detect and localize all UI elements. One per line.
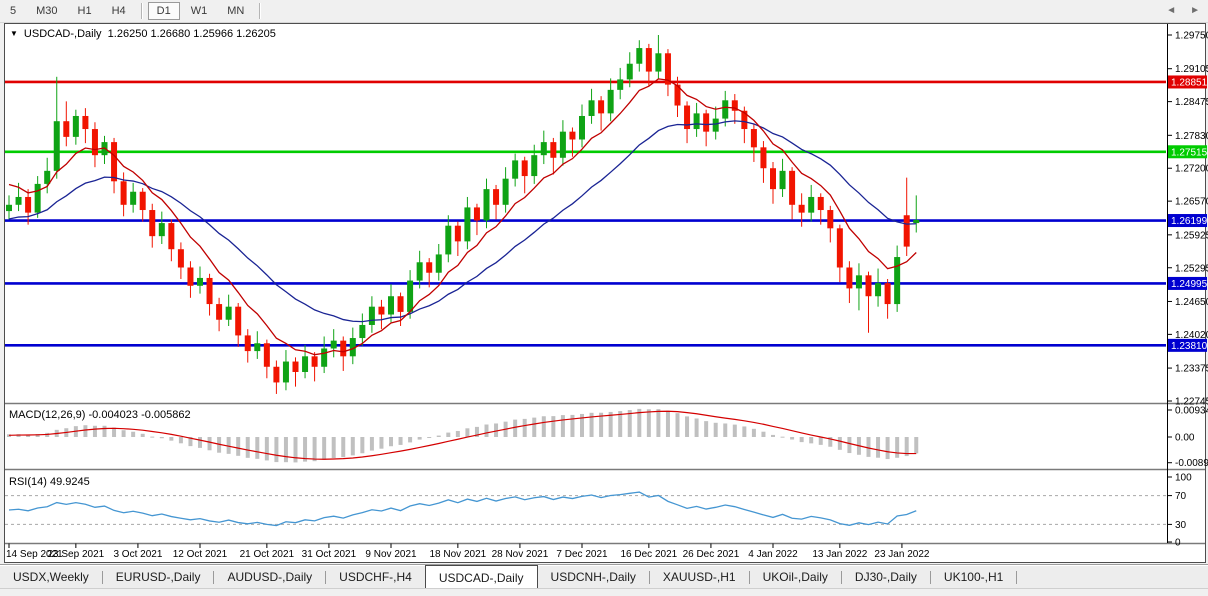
date-axis-label: 31 Oct 2021 [302,549,357,560]
rsi-name: RSI(14) [9,476,47,488]
tab-separator [325,570,327,584]
level-price-badge-text: 1.28851 [1171,77,1208,88]
macd-indicator-label: MACD(12,26,9) -0.004023 -0.005862 [9,409,191,421]
tab-eurusd-daily[interactable]: EURUSD-,Daily [115,570,201,584]
date-axis-label: 3 Oct 2021 [113,549,162,560]
candles-group [6,35,920,394]
window-bottom-strip [0,588,1208,596]
timeframe-button-m30[interactable]: M30 [36,5,58,17]
rsi-line [8,491,917,527]
tab-usdx-weekly[interactable]: USDX,Weekly [13,570,89,584]
level-price-badge-text: 1.24995 [1171,279,1208,290]
ma-slow-line [8,120,917,323]
price-axis-label: 1.26570 [1175,197,1208,208]
toolbar-separator [140,3,142,19]
date-axis-label: 12 Oct 2021 [173,549,228,560]
tab-separator [101,570,103,584]
tab-separator [1016,570,1018,584]
date-axis-label: 14 Sep 2021 [6,549,63,560]
tab-uk100-h1[interactable]: UK100-,H1 [943,570,1004,584]
timeframe-button-w1[interactable]: W1 [190,5,208,17]
date-axis-label: 18 Nov 2021 [429,549,486,560]
tab-usdcnh-daily[interactable]: USDCNH-,Daily [550,570,636,584]
date-axis-label: 28 Nov 2021 [492,549,549,560]
price-axis-label: 1.29750 [1175,31,1208,42]
tab-scroll-right-icon[interactable]: ► [1190,5,1200,16]
date-axis-label: 23 Sep 2021 [47,549,104,560]
level-price-badge-text: 1.26199 [1171,216,1208,227]
macd-name: MACD(12,26,9) [9,409,86,421]
date-axis-label: 16 Dec 2021 [620,549,677,560]
tab-separator [748,570,750,584]
price-axis-label: 1.29105 [1175,64,1208,75]
level-price-badge [1168,276,1207,290]
tab-ukoil-daily[interactable]: UKOil-,Daily [762,570,828,584]
tab-separator [213,570,215,584]
timeframe-button-h1[interactable]: H1 [77,5,92,17]
price-axis-label: 1.25295 [1175,263,1208,274]
ma-fast-line [8,78,917,356]
date-axis-label: 4 Jan 2022 [748,549,798,560]
price-axis-label: 1.27830 [1175,131,1208,142]
rsi-indicator-label: RSI(14) 49.9245 [9,476,90,488]
tab-audusd-daily[interactable]: AUDUSD-,Daily [227,570,313,584]
date-axis-label: 9 Nov 2021 [365,549,417,560]
price-axis-label: 1.25925 [1175,230,1208,241]
macd-axis-label: 0.00 [1175,433,1195,444]
level-price-badge-text: 1.27515 [1171,147,1208,158]
rsi-axis-label: 30 [1175,520,1187,531]
tab-separator [929,570,931,584]
level-price-badge [1168,75,1207,89]
price-axis-label: 1.24650 [1175,297,1208,308]
chart-ohlc-values: 1.26250 1.26680 1.25966 1.26205 [107,28,276,40]
chart-title: ▼ USDCAD-,Daily 1.26250 1.26680 1.25966 1… [10,28,276,40]
price-axis-label: 1.23375 [1175,364,1208,375]
rsi-axis-label: 70 [1175,491,1187,502]
timeframe-button-h4[interactable]: H4 [111,5,126,17]
tab-scroll-left-icon[interactable]: ◄ [1166,5,1177,16]
chart-window: 1.29750 1.29105 1.28475 1.27830 1.27200 1.265… [0,22,1208,595]
chart-dropdown-icon[interactable]: ▼ [10,29,18,38]
chart-symbol-label: USDCAD-,Daily [23,28,102,40]
date-axis-label: 21 Oct 2021 [240,549,295,560]
price-axis-label: 1.27200 [1175,164,1208,175]
price-axis-label: 1.22745 [1175,396,1208,407]
macd-current-values: -0.004023 -0.005862 [88,409,191,421]
date-axis-label: 7 Dec 2021 [556,549,608,560]
tab-scroll-buttons: ◄ ► [1166,5,1200,17]
tab-dj30-daily[interactable]: DJ30-,Daily [854,570,917,584]
tab-usdcad-daily[interactable]: USDCAD-,Daily [424,565,538,589]
timeframe-button-5[interactable]: 5 [10,5,17,17]
macd-axis-label: -0.008902 [1175,458,1208,469]
level-price-badge [1168,338,1207,352]
level-price-badge [1168,145,1207,159]
date-axis-label: 23 Jan 2022 [874,549,929,560]
level-price-badge [1168,214,1207,228]
date-axis-label: 13 Jan 2022 [812,549,867,560]
macd-signal-line [8,410,917,460]
rsi-current-value: 49.9245 [49,476,90,488]
rsi-axis-label: 0 [1175,538,1181,549]
price-axis-label: 1.24020 [1175,330,1208,341]
price-axis-label: 1.28475 [1175,97,1208,108]
toolbar-separator [259,3,261,19]
rsi-axis-label: 100 [1175,473,1192,484]
macd-axis-label: 0.009345 [1175,406,1208,417]
tab-usdchf-h4[interactable]: USDCHF-,H4 [339,570,412,584]
timeframe-button-mn[interactable]: MN [227,5,245,17]
chart-frame [4,23,1206,563]
tab-xauusd-h1[interactable]: XAUUSD-,H1 [662,570,736,584]
tab-separator [840,570,842,584]
level-price-badge-text: 1.23810 [1171,341,1208,352]
tab-separator [648,570,650,584]
timeframe-toolbar: 5 M30 H1 H4 D1 W1 MN [0,0,1208,23]
timeframe-button-d1[interactable]: D1 [147,2,180,20]
date-axis-label: 26 Dec 2021 [683,549,740,560]
chart-tabs-bar: USDX,Weekly EURUSD-,Daily AUDUSD-,Daily USD… [0,564,1208,589]
